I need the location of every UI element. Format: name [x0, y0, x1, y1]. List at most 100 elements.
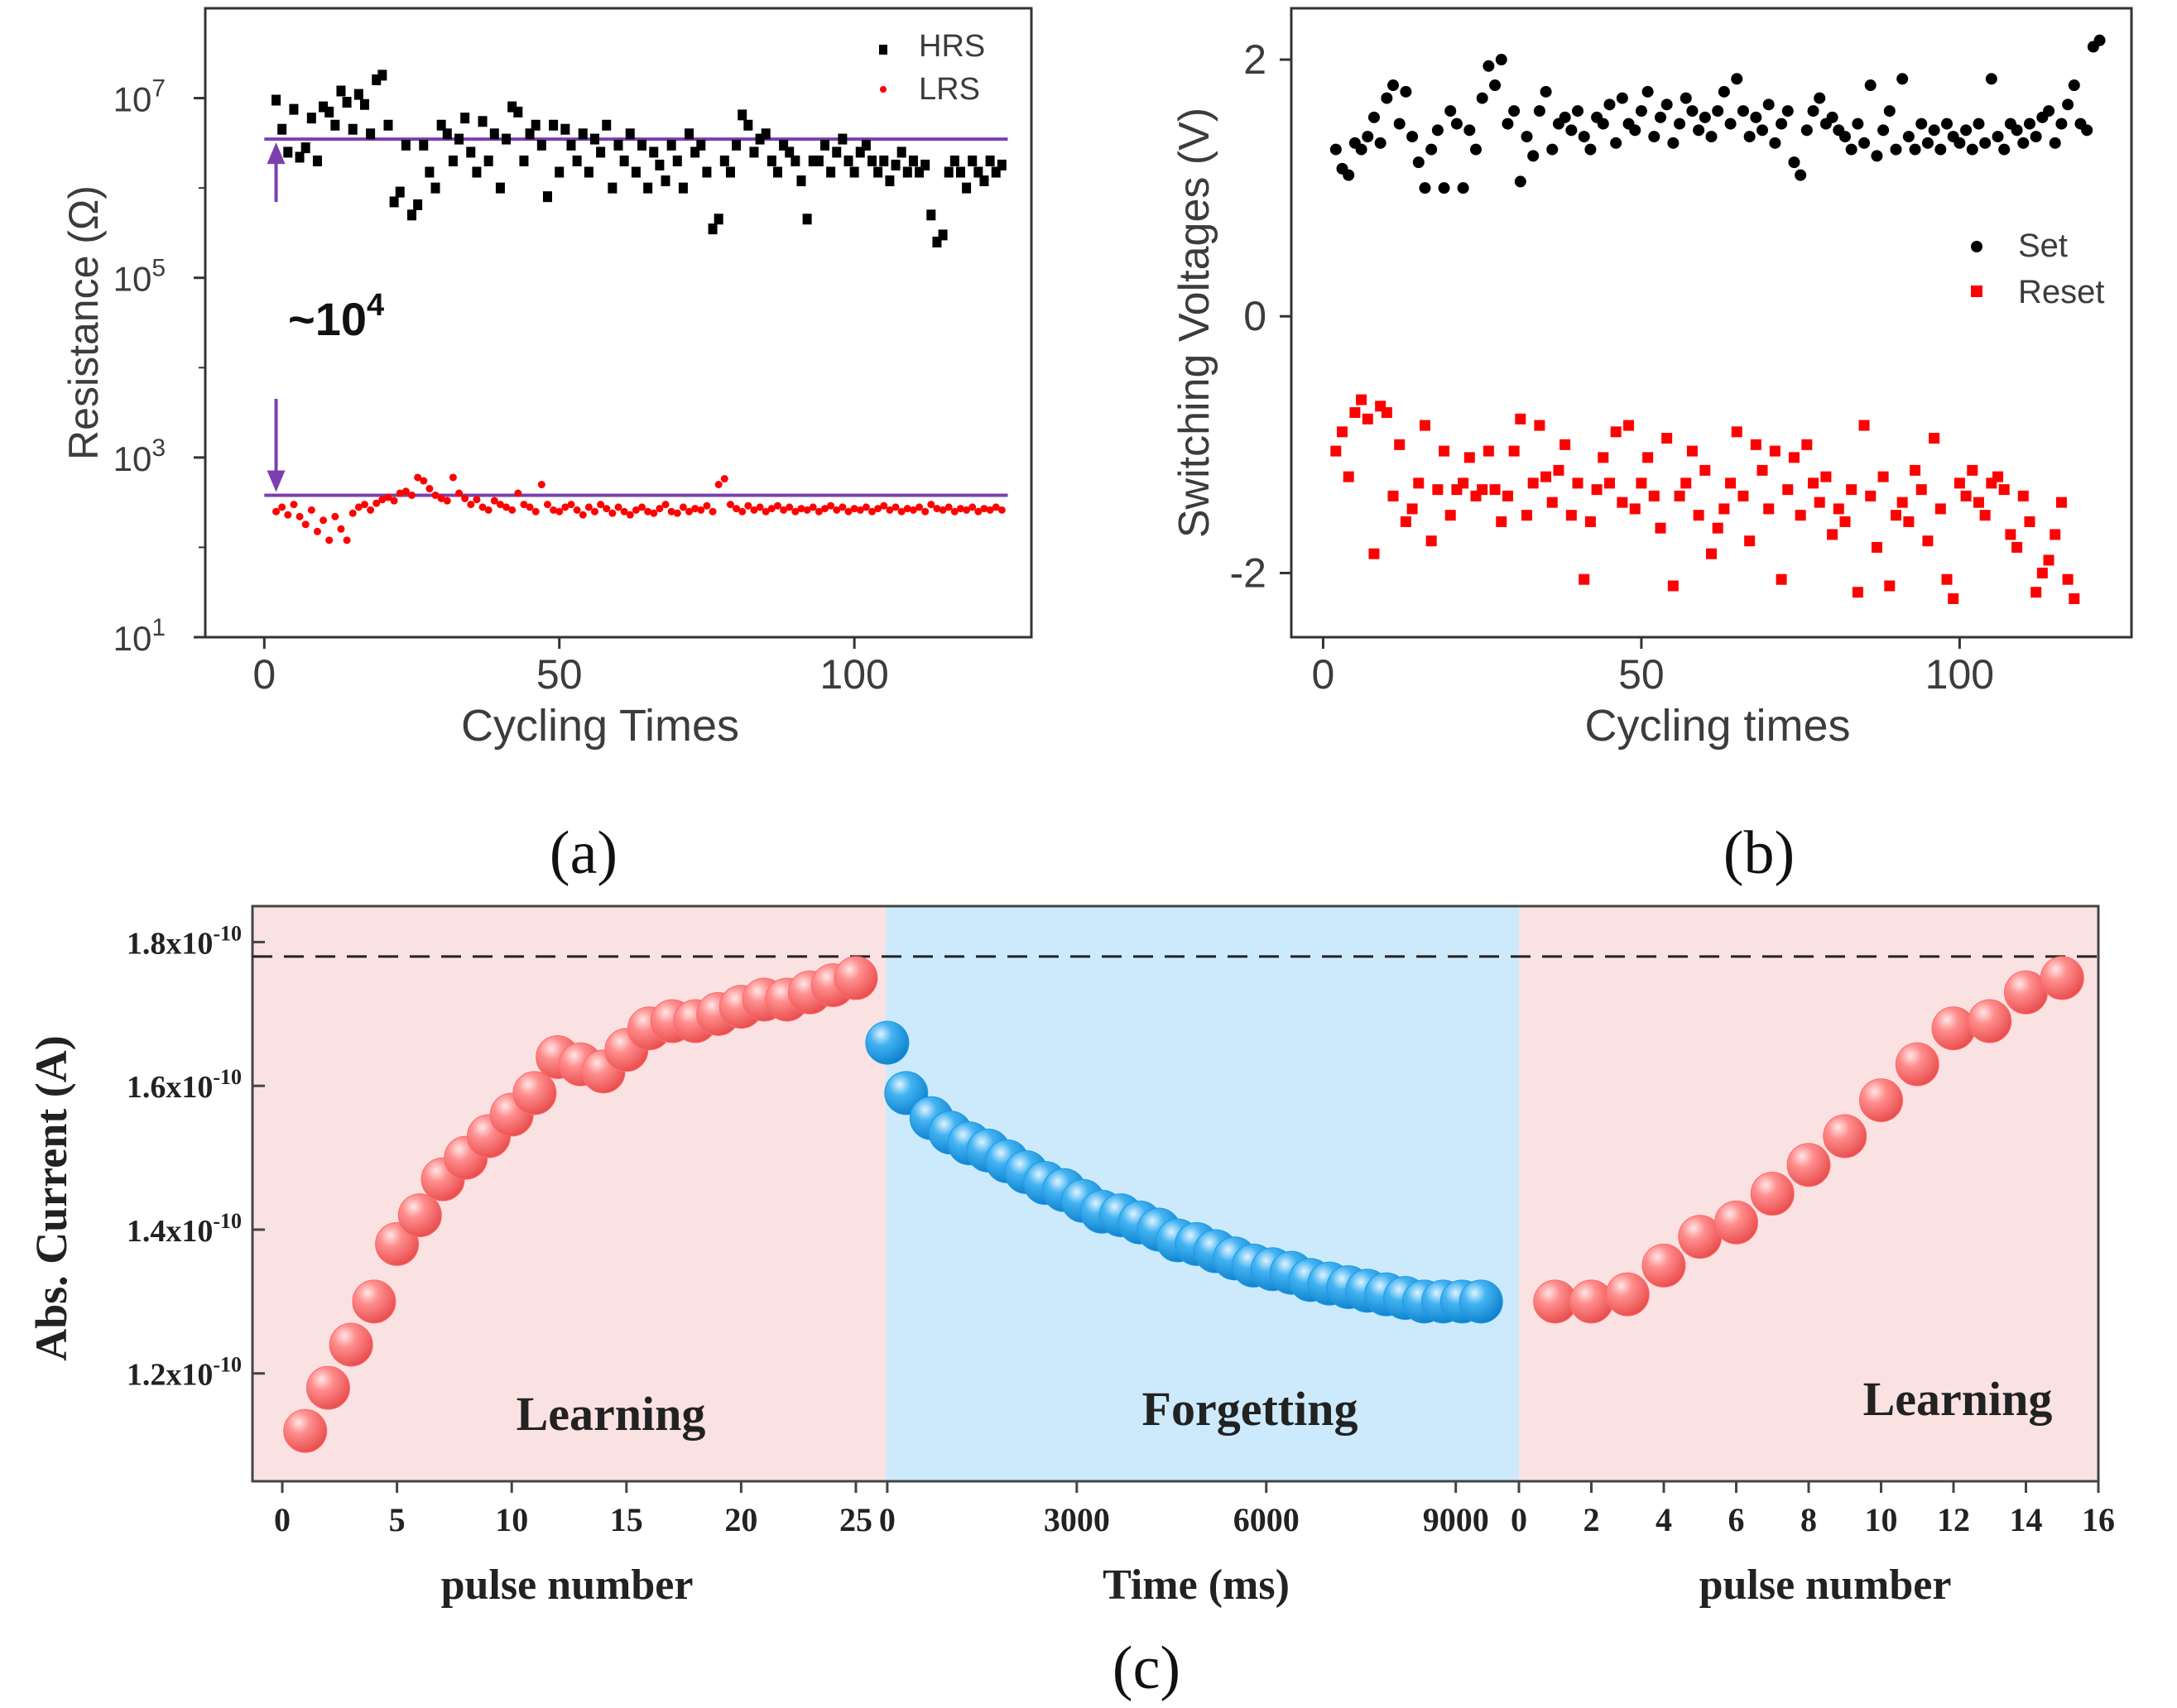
- set-point: [1762, 98, 1775, 111]
- lrs-point: [880, 501, 888, 510]
- hrs-point: [272, 94, 281, 106]
- lrs-point: [561, 503, 569, 511]
- x-tick-label: 9000: [1423, 1501, 1489, 1538]
- lrs-point: [325, 536, 334, 545]
- set-point: [1603, 98, 1616, 111]
- reset-point: [1463, 452, 1475, 463]
- lrs-point: [909, 506, 917, 514]
- lrs-point: [320, 516, 328, 525]
- x-tick-label: 100: [1925, 651, 1994, 698]
- hrs-point: [448, 155, 458, 166]
- set-point: [1667, 137, 1680, 149]
- lrs-point: [921, 507, 930, 516]
- lrs-point: [856, 506, 864, 514]
- hrs-point: [495, 182, 505, 194]
- hrs-point: [466, 146, 476, 158]
- y-tick-label: 107: [113, 75, 166, 119]
- hrs-point: [908, 155, 918, 166]
- reset-point: [1960, 490, 1972, 501]
- lrs-point: [709, 507, 717, 516]
- lrs-point: [573, 506, 581, 514]
- lrs-point: [348, 509, 357, 517]
- set-point: [1756, 124, 1769, 137]
- hrs-point: [283, 146, 293, 158]
- set-point: [1521, 131, 1533, 143]
- lrs-point: [997, 506, 1006, 514]
- lrs-point: [726, 501, 734, 509]
- set-point: [1514, 175, 1526, 188]
- set-point: [1973, 118, 1985, 130]
- reset-point: [1591, 484, 1603, 496]
- set-point: [1852, 118, 1864, 130]
- lrs-point: [307, 506, 315, 514]
- set-point: [1826, 111, 1838, 123]
- set-point: [1934, 143, 1947, 156]
- set-point: [1495, 54, 1507, 66]
- reset-point: [1521, 510, 1533, 521]
- set-point: [1743, 131, 1756, 143]
- set-point: [2023, 118, 2035, 130]
- arrow-down-head: [267, 470, 286, 492]
- hrs-point: [513, 106, 523, 118]
- hrs-point: [861, 139, 871, 151]
- panel-b-y-tick-labels: -2 0 2: [1230, 36, 1266, 596]
- current-point: [1968, 999, 2012, 1044]
- segment-label-learning-1: Learning: [517, 1387, 706, 1441]
- panel-a-y-axis-label: Resistance (Ω): [60, 185, 107, 460]
- reset-point: [1712, 522, 1723, 534]
- reset-point: [1598, 452, 1609, 463]
- panel-b-x-axis-label: Cycling times: [1584, 701, 1850, 751]
- current-point: [1750, 1172, 1795, 1216]
- set-point: [1469, 143, 1482, 156]
- reset-point: [1731, 426, 1742, 438]
- panel-c-y-axis-label: Abs. Current (A): [26, 1035, 76, 1360]
- lrs-point: [720, 475, 728, 483]
- hrs-point: [460, 113, 470, 124]
- hrs-point: [366, 128, 376, 140]
- legend-reset-label: Reset: [2018, 274, 2105, 310]
- set-point: [1483, 60, 1495, 72]
- reset-point: [1795, 510, 1806, 521]
- hrs-point: [584, 166, 594, 178]
- set-point: [1616, 92, 1628, 104]
- hrs-point: [289, 103, 299, 115]
- x-tick-label: 6000: [1233, 1501, 1300, 1538]
- hrs-point: [542, 191, 552, 203]
- x-tick-label: 0: [274, 1501, 291, 1538]
- lrs-point: [944, 503, 953, 511]
- hrs-point: [791, 155, 800, 166]
- panel-b-ticks: [1280, 58, 1961, 649]
- segment-label-forgetting: Forgetting: [1142, 1382, 1358, 1436]
- lrs-point: [290, 501, 298, 509]
- set-point: [1941, 118, 1954, 130]
- legend-reset-marker: [1971, 285, 1982, 297]
- hrs-point: [377, 70, 387, 81]
- reset-point: [2055, 497, 2067, 508]
- lrs-point: [608, 509, 617, 517]
- reset-point: [1801, 439, 1813, 450]
- reset-point: [1725, 477, 1737, 489]
- lrs-point: [396, 489, 404, 497]
- panel-c-x-tick-labels: 0 5 10 15 20 25 0 3000 6000 9000 0 2 4 6 8 10 12 14 16: [274, 1501, 2115, 1538]
- current-point: [1569, 1279, 1613, 1324]
- panel-b: -2 0 2 0 50 100 Set Reset Switching Voltages…: [1170, 7, 2133, 887]
- panel-a-annotation: ~104: [288, 288, 384, 345]
- current-point: [1786, 1143, 1831, 1187]
- current-point: [512, 1071, 557, 1115]
- set-point: [1597, 118, 1609, 130]
- current-point: [1459, 1279, 1503, 1324]
- hrs-point: [631, 166, 641, 178]
- reset-point: [1603, 477, 1615, 489]
- hrs-point: [519, 155, 529, 166]
- set-point: [1814, 92, 1826, 104]
- set-point: [1966, 143, 1978, 156]
- reset-point: [1381, 407, 1392, 419]
- reset-point: [1540, 471, 1552, 482]
- reset-point: [1769, 445, 1781, 457]
- reset-point: [1425, 535, 1437, 547]
- reset-point: [1534, 420, 1545, 431]
- set-point: [1343, 169, 1355, 181]
- lrs-point: [980, 505, 988, 513]
- reset-point: [1432, 484, 1444, 496]
- lrs-point: [685, 507, 694, 516]
